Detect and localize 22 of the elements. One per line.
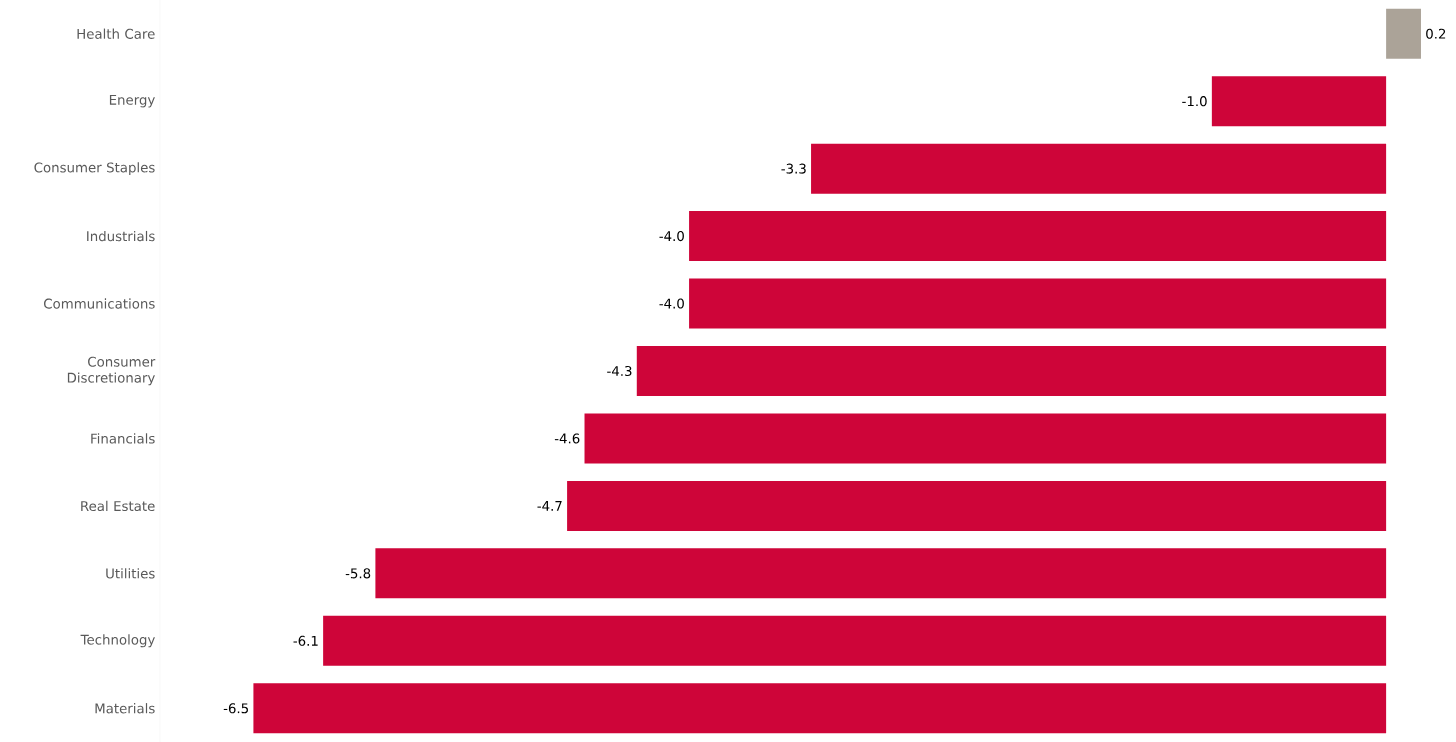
y-tick-label: Real Estate [81, 500, 155, 512]
y-tick-label: Financials [91, 433, 155, 444]
data-label: -4.3 [607, 365, 632, 377]
y-tick-label: Energy [109, 94, 155, 108]
data-label: -6.5 [223, 703, 248, 714]
data-label: -5.8 [345, 568, 371, 579]
y-tick-label: Health Care [77, 28, 155, 39]
y-tick-label: Consumer Discretionary [67, 356, 156, 386]
y-tick-label: Utilities [106, 568, 155, 579]
data-label: -3.3 [781, 163, 806, 174]
data-label: -4.0 [659, 231, 684, 242]
y-tick-label: Industrials [87, 230, 155, 242]
y-tick-label: Communications [44, 298, 155, 309]
data-label: -4.0 [659, 298, 684, 309]
y-tick-label: Consumer Staples [34, 162, 155, 176]
data-label: -6.1 [293, 635, 318, 646]
data-label: 0.2 [1426, 28, 1446, 39]
data-label: -4.7 [537, 501, 562, 511]
data-label: -4.6 [554, 433, 580, 444]
y-tick-label: Technology [80, 634, 155, 648]
data-label: -1.0 [1182, 96, 1207, 107]
y-tick-label: Materials [95, 703, 155, 714]
